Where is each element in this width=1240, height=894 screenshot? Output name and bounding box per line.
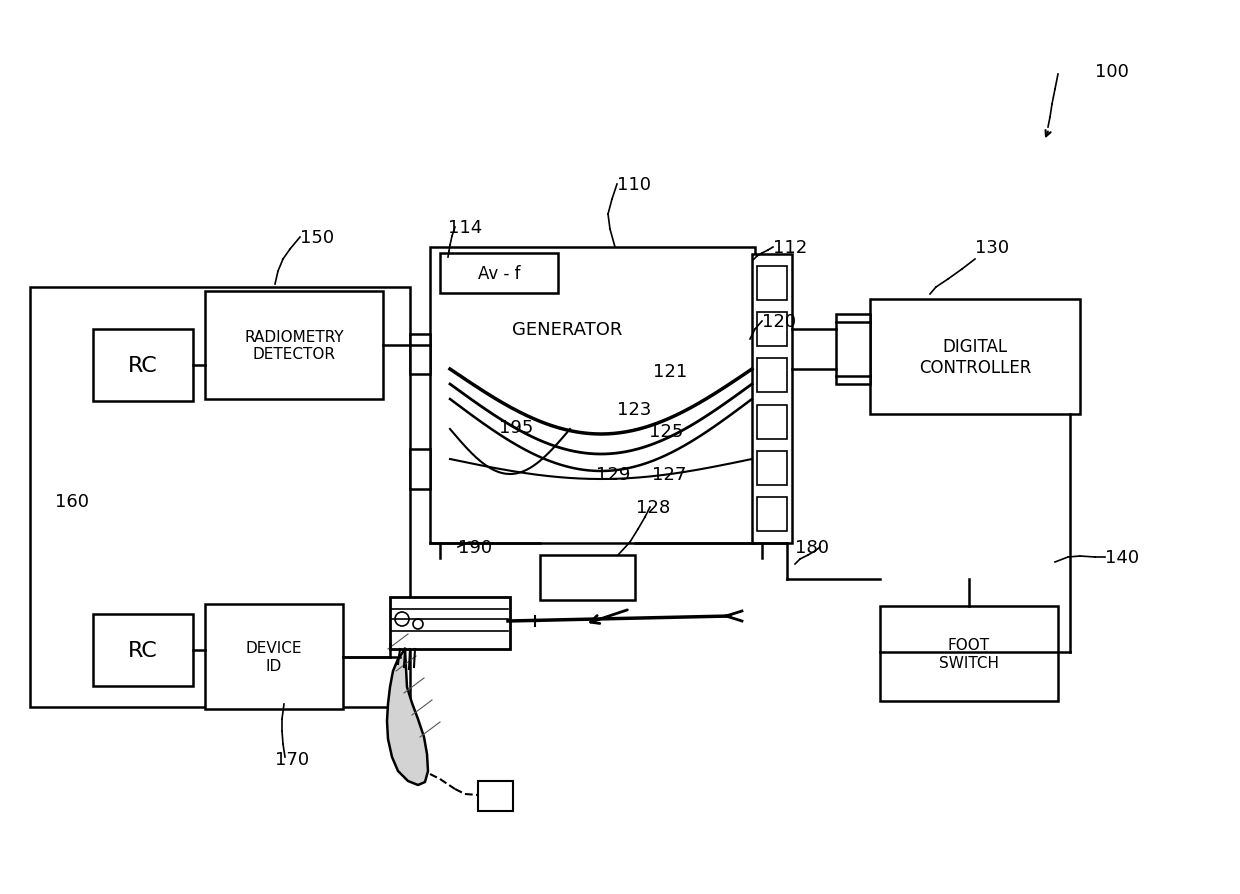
Text: 130: 130: [975, 239, 1009, 257]
Text: DIGITAL
CONTROLLER: DIGITAL CONTROLLER: [919, 338, 1032, 376]
Text: 123: 123: [618, 401, 651, 418]
Text: 129: 129: [596, 466, 630, 484]
Text: 150: 150: [300, 229, 334, 247]
Bar: [756, 497, 787, 531]
Bar: [477, 781, 513, 811]
Bar: [205, 604, 343, 709]
Bar: [836, 315, 870, 384]
Bar: [880, 606, 1058, 701]
Text: 112: 112: [773, 239, 807, 257]
Bar: [440, 254, 558, 293]
Text: 195: 195: [498, 418, 533, 436]
Text: RC: RC: [128, 640, 157, 661]
Bar: [539, 555, 635, 601]
Text: 190: 190: [458, 538, 492, 556]
Text: 127: 127: [652, 466, 687, 484]
Text: 140: 140: [1105, 548, 1140, 567]
Bar: [410, 450, 430, 489]
Bar: [870, 299, 1080, 415]
Text: RC: RC: [128, 356, 157, 375]
Bar: [756, 451, 787, 485]
Bar: [93, 330, 193, 401]
Bar: [93, 614, 193, 687]
Bar: [756, 266, 787, 300]
Text: 128: 128: [636, 499, 671, 517]
Text: 160: 160: [55, 493, 89, 510]
Text: GENERATOR: GENERATOR: [512, 321, 622, 339]
Bar: [430, 248, 755, 544]
Text: DEVICE
ID: DEVICE ID: [246, 641, 303, 673]
Text: 121: 121: [653, 363, 687, 381]
Bar: [205, 291, 383, 400]
Bar: [756, 313, 787, 347]
Text: 170: 170: [275, 750, 309, 768]
Bar: [756, 405, 787, 439]
Bar: [30, 288, 410, 707]
Text: 120: 120: [763, 313, 796, 331]
Text: 114: 114: [448, 219, 482, 237]
Text: RADIOMETRY
DETECTOR: RADIOMETRY DETECTOR: [244, 329, 343, 362]
Bar: [756, 359, 787, 393]
Text: FOOT
SWITCH: FOOT SWITCH: [939, 637, 999, 670]
Text: 125: 125: [649, 423, 683, 441]
Bar: [410, 334, 430, 375]
Polygon shape: [387, 649, 428, 785]
Text: 180: 180: [795, 538, 830, 556]
Text: 100: 100: [1095, 63, 1128, 81]
Bar: [391, 597, 510, 649]
Text: Av - f: Av - f: [477, 265, 521, 283]
Text: 110: 110: [618, 176, 651, 194]
Bar: [751, 255, 792, 544]
